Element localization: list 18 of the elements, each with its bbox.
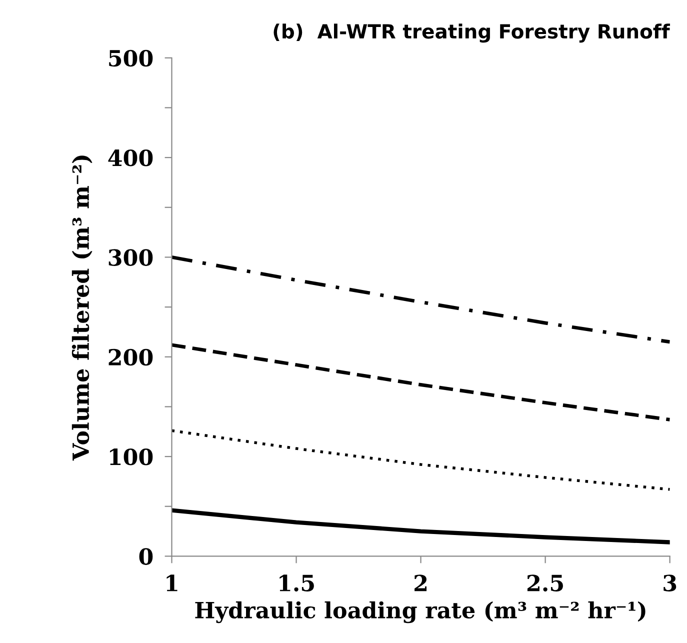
x-tick-label: 1.5 (280, 574, 314, 592)
x-tick-label: 3 (664, 574, 676, 592)
y-axis-title: Volume filtered (m³ m⁻²) (72, 156, 92, 461)
line-series (172, 508, 670, 544)
line-series (172, 255, 670, 344)
chart-title: (b) Al-WTR treating Forestry Runoff (274, 24, 670, 43)
y-tick-label: 500 (109, 50, 153, 67)
line-series (172, 343, 670, 422)
x-tick-label: 2.5 (527, 574, 563, 592)
y-tick-label: 0 (139, 548, 153, 565)
x-tick-label: 2 (414, 574, 427, 592)
x-axis-title: Hydraulic loading rate (m³ m⁻² hr⁻¹) (195, 601, 646, 624)
y-tick-label: 100 (110, 448, 153, 466)
y-tick-label: 400 (108, 149, 153, 166)
x-tick-label: 1 (166, 574, 178, 592)
y-tick-label: 300 (108, 249, 153, 266)
y-tick-label: 200 (108, 348, 153, 366)
line-series (172, 429, 670, 491)
